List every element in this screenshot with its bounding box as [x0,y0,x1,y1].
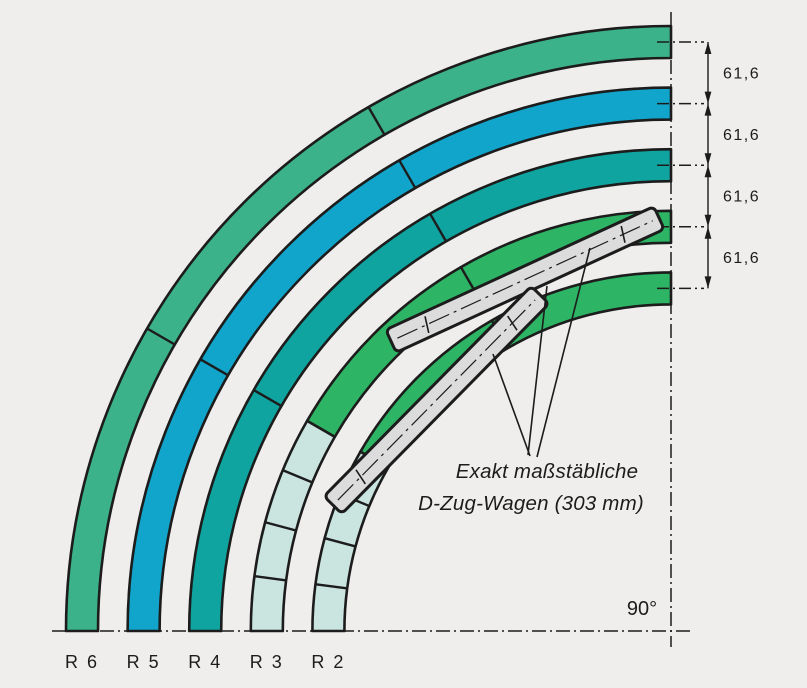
segment-divider [429,213,447,242]
segment-divider [265,521,296,532]
car-2-bogie-mark [506,315,518,331]
dimension-arrowhead [704,214,712,227]
caption-line-2: D-Zug-Wagen (303 mm) [418,492,644,515]
segment-divider [146,327,175,346]
dimension-label: 61,6 [723,189,760,206]
dimension-arrowhead [704,153,712,166]
dimension-label: 61,6 [723,127,760,144]
dimension-label: 61,6 [723,250,760,267]
car-2-bogie-mark [355,469,367,485]
radius-label-R5: R 5 [127,652,161,672]
segment-divider [367,106,386,135]
car-1-centerline [397,220,653,339]
segment-divider [398,160,417,189]
radius-label-R6: R 6 [65,652,99,672]
segment-divider [315,583,347,590]
track-R5 [126,86,673,633]
dimension-arrowhead [704,91,712,104]
dimension-arrowhead [704,276,712,289]
track-R6 [64,24,673,633]
caption-line-1: Exakt maßstäbliche [456,460,638,483]
dimension-arrowhead [704,42,712,54]
leader-line [492,353,531,457]
segment-divider [282,469,313,484]
track-arcs [64,24,673,633]
radius-label-R3: R 3 [250,652,284,672]
dimension-chain [704,42,712,289]
segment-divider [254,575,286,582]
radius-label-R4: R 4 [188,652,222,672]
scale-cars [324,206,665,514]
track-R4 [187,147,673,633]
car-1-bogie-mark [424,316,430,334]
dimension-arrowhead [704,103,712,116]
car-2 [324,286,549,514]
track-R6-arc [64,24,673,633]
leader-line [527,285,548,456]
track-R5-arc [126,86,673,633]
dimension-label: 61,6 [723,65,760,82]
dimension-arrowhead [704,226,712,239]
segment-divider [324,537,356,548]
segment-divider [253,389,282,407]
dimension-arrowhead [704,165,712,178]
leader-line [536,247,591,458]
car-2-centerline [337,299,536,501]
radius-label-R2: R 2 [311,652,345,672]
car-1-bogie-mark [620,225,626,243]
segment-divider [200,358,229,377]
track-R4-arc [187,147,673,633]
angle-label: 90° [627,598,657,620]
